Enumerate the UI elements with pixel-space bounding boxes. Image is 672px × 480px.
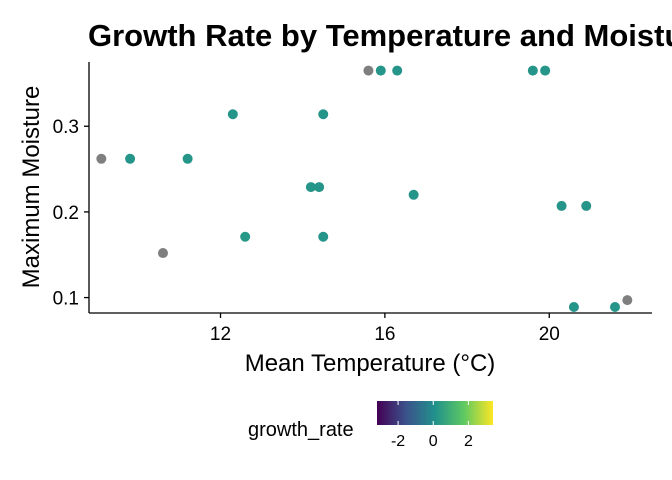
data-point xyxy=(157,248,168,259)
legend-tick-label: 0 xyxy=(429,433,438,450)
legend-ticks: -2 0 2 xyxy=(391,401,473,450)
data-point xyxy=(408,189,419,200)
x-tick-label: 16 xyxy=(374,324,395,345)
data-point xyxy=(375,65,386,76)
data-point xyxy=(125,153,136,164)
x-tick-label: 20 xyxy=(539,324,560,345)
data-points xyxy=(96,65,633,313)
color-legend: growth_rate -2 0 2 xyxy=(248,401,493,450)
data-point xyxy=(392,65,403,76)
data-point xyxy=(363,65,374,76)
data-point xyxy=(318,109,329,120)
data-point xyxy=(610,302,621,313)
data-point xyxy=(305,182,316,193)
legend-title: growth_rate xyxy=(248,419,354,441)
plot-axes xyxy=(88,62,652,314)
y-axis-ticks: 0.1 0.2 0.3 xyxy=(53,117,89,310)
chart-title: Growth Rate by Temperature and Moisture xyxy=(88,18,672,53)
data-point xyxy=(540,65,551,76)
data-point xyxy=(227,109,238,120)
y-tick-label: 0.3 xyxy=(53,117,79,138)
data-point xyxy=(314,182,325,193)
data-point xyxy=(240,231,251,242)
colorbar xyxy=(377,401,493,425)
data-point xyxy=(527,65,538,76)
x-tick-label: 12 xyxy=(210,324,231,345)
data-point xyxy=(622,295,633,306)
x-axis-title: Mean Temperature (°C) xyxy=(245,350,496,377)
y-tick-label: 0.2 xyxy=(53,203,79,224)
data-point xyxy=(318,231,329,242)
legend-tick-label: -2 xyxy=(391,433,405,450)
y-axis-title: Maximum Moisture xyxy=(18,86,45,289)
data-point xyxy=(96,153,107,164)
data-point xyxy=(568,302,579,313)
y-tick-label: 0.1 xyxy=(53,289,79,310)
x-axis-ticks: 12 16 20 xyxy=(210,313,560,345)
data-point xyxy=(182,153,193,164)
data-point xyxy=(556,200,567,211)
data-point xyxy=(581,200,592,211)
legend-tick-label: 2 xyxy=(464,433,473,450)
